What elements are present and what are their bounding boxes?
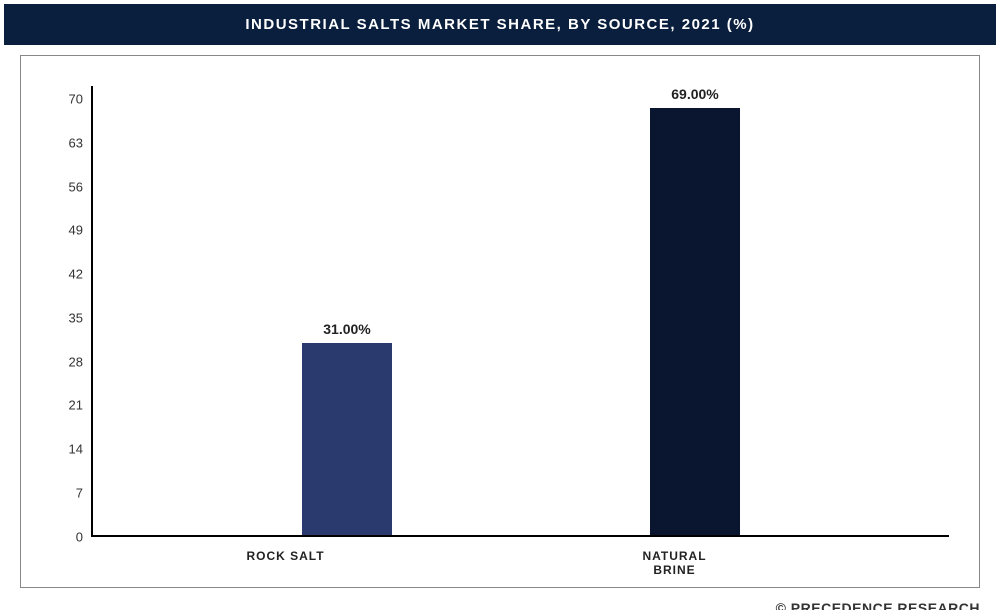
bar-group: 69.00% [650,86,740,535]
x-label: NATURAL BRINE [630,549,720,577]
y-tick: 49 [51,224,91,237]
y-tick: 0 [51,530,91,543]
attribution: © PRECEDENCE RESEARCH [0,592,1000,610]
y-tick: 56 [51,180,91,193]
y-tick: 35 [51,311,91,324]
y-tick: 63 [51,136,91,149]
y-tick: 14 [51,443,91,456]
y-tick: 42 [51,268,91,281]
bar [302,343,392,535]
bar-group: 31.00% [302,321,392,535]
bar-value-label: 69.00% [671,86,718,102]
x-axis-labels: ROCK SALT NATURAL BRINE [51,537,949,577]
x-label: ROCK SALT [241,549,331,577]
chart-title: INDUSTRIAL SALTS MARKET SHARE, BY SOURCE… [4,16,996,33]
chart-title-bar: INDUSTRIAL SALTS MARKET SHARE, BY SOURCE… [4,4,996,45]
y-tick: 70 [51,93,91,106]
bar-value-label: 31.00% [323,321,370,337]
plot-area: 31.00% 69.00% [91,86,949,537]
bar [650,108,740,535]
chart-frame: 0 7 14 21 28 35 42 49 56 63 70 31.00% 69.00% ROCK S… [20,55,980,588]
plot-wrap: 07142128354249566370 31.00%69.00% [51,86,949,537]
y-tick: 7 [51,487,91,500]
y-tick: 28 [51,355,91,368]
y-axis: 07142128354249566370 [51,86,91,537]
y-tick: 21 [51,399,91,412]
